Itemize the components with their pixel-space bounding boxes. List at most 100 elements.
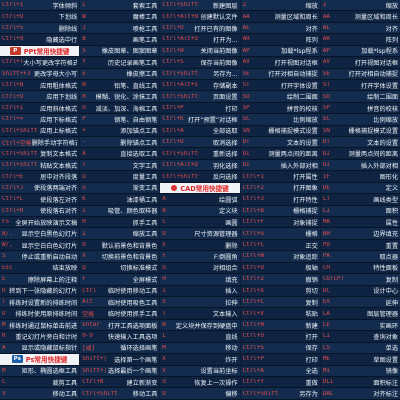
shortcut-row: W 魔棒工具	[80, 11, 160, 23]
shortcut-description: 打开已有的图像	[194, 25, 238, 33]
shortcut-row: AL 对齐	[240, 22, 320, 35]
shortcut-row: Ctrl+N 建立新渐变	[80, 376, 160, 389]
shortcut-row: LI 面积	[320, 205, 400, 218]
shortcut-key: O	[2, 310, 6, 317]
shortcut-row: 0-9 快速输入工具选项	[80, 331, 160, 343]
shortcut-row: Ctrl+O 打开	[240, 331, 320, 343]
shortcut-row: L 套索工具	[80, 0, 160, 12]
shortcut-description: 默认前景色和背景色	[101, 242, 158, 250]
shortcut-row: EX 延伸	[320, 296, 400, 309]
shortcut-key: Ctrl+B	[242, 207, 264, 214]
shortcut-row: AR 阵列	[320, 34, 400, 46]
shortcut-key: Ctrl+P	[162, 105, 184, 111]
shortcut-row: H 填充	[160, 274, 240, 286]
shortcut-key: AV	[322, 59, 330, 66]
shortcut-description: 栅格捕捉模式设置	[268, 128, 318, 136]
shortcut-key: R	[2, 333, 6, 340]
shortcut-description: 建立新渐变	[126, 379, 158, 387]
shortcut-description: 打开对相自动捕捉	[348, 71, 399, 79]
shortcut-key: 空格	[82, 312, 94, 319]
shortcut-row: Ctrl+I 应用斜体格式	[0, 102, 80, 115]
shortcut-key: S	[2, 253, 6, 260]
shortcut-key: SP	[322, 105, 330, 111]
shortcut-key: AV	[242, 59, 250, 66]
shortcut-key: Ctrl+Shift+N	[162, 2, 198, 9]
shortcut-key: A	[2, 344, 6, 351]
shortcut-description: 选择第一个画笔	[114, 356, 158, 364]
shortcut-row: Ctrl+9 隐藏选中行	[0, 34, 80, 46]
shortcut-row: Ctrl+Shift++应用上标格式	[0, 125, 80, 138]
shortcut-description: 另存为	[299, 391, 318, 399]
shortcut-key: B	[82, 36, 86, 43]
shortcut-description: 结束放映	[52, 265, 78, 273]
shortcut-description: 面积	[385, 208, 399, 216]
shortcut-description: 使段落左对齐	[40, 196, 78, 204]
shortcut-key: Ctrl+2	[242, 184, 264, 191]
shortcut-row: Ctrl+Shift+V粘贴文本格式	[0, 159, 80, 172]
shortcut-row: U 度量工具	[80, 171, 160, 183]
shortcut-column-3: Ctrl+Shift+N新建图层Ctrl+Alt+N创建默认文件Ctrl+O打开…	[160, 0, 240, 400]
shortcut-key: Ctrl+D	[162, 139, 184, 146]
shortcut-description: 绘制二围面	[367, 94, 399, 102]
shortcut-row: ST 打开字体设置	[240, 79, 320, 92]
shortcut-row: S 停止或重新启动自动	[0, 251, 80, 263]
shortcut-description: 切换前景色和背景色	[101, 253, 158, 261]
shortcut-row: Ctrl+L 正交	[240, 239, 320, 252]
shortcut-key: Ctrl+Y	[242, 379, 264, 386]
shortcut-description: 显示空白黑色幻灯片	[21, 231, 78, 239]
shortcut-description: 临时使用移动工具	[107, 288, 158, 296]
shortcut-key: M	[162, 344, 166, 351]
shortcut-row: [或] 循环选择画笔	[80, 342, 160, 355]
shortcut-row: Ctrl+Shift+I 反向选择	[160, 171, 240, 183]
shortcut-description: 排练时使用原排练时间	[15, 311, 78, 319]
shortcut-row: 空格 临时使用抓手工具	[80, 308, 160, 320]
shortcut-key: Ctrl+W	[162, 47, 184, 54]
shortcut-key: Y	[82, 59, 86, 66]
shortcut-row: Shift+F3 更改字母大小写	[0, 68, 80, 80]
shortcut-row: AA 测量区域和周长	[320, 11, 400, 23]
shortcut-row: Ctrl+K 打开“预置”对话框	[160, 114, 240, 126]
shortcut-row: BH 边界填充	[320, 228, 400, 240]
shortcut-description: 应用下标格式	[40, 116, 78, 124]
shortcut-row: W/, 显示空白白色幻灯片	[0, 239, 80, 252]
section-header: Ps Ps常用快捷键	[0, 354, 80, 366]
shortcut-key: Ctrl+3	[242, 196, 264, 203]
shortcut-key: W	[162, 322, 166, 329]
shortcut-key: Ctrl+E	[2, 173, 24, 180]
shortcut-description: 删除	[225, 242, 238, 250]
shortcut-key: Ctrl+Shift++	[2, 127, 38, 134]
shortcut-key: AP	[322, 47, 330, 54]
shortcut-row: SN 栅格捕捉模式设置	[320, 125, 400, 138]
shortcut-description: 绘圆弧	[219, 196, 238, 204]
shortcut-row: ST 打开字体设置	[320, 79, 400, 92]
shortcut-key: V	[162, 367, 166, 374]
shortcut-description: 切换标准模式	[120, 265, 158, 273]
shortcut-row: M 移动	[160, 342, 240, 355]
shortcut-row: Ctrl+Z 撤销	[240, 274, 320, 286]
shortcut-description: 边界填充	[373, 231, 399, 239]
shortcut-description: 存储副本	[212, 82, 238, 90]
shortcut-description: 全屏模式	[132, 276, 158, 284]
shortcut-row: Ctrl+P 打印	[240, 354, 320, 366]
shortcut-key: O	[162, 390, 166, 397]
shortcut-description: 移动工具	[52, 391, 78, 399]
shortcut-key: +	[82, 127, 86, 134]
shortcut-key: CH	[322, 264, 330, 271]
shortcut-description: 居中对齐段落	[40, 174, 78, 182]
shortcut-row: I 吸管、颜色取样器	[80, 205, 160, 218]
shortcut-key: E	[2, 276, 6, 283]
shortcut-row: Ctrl+Shift+S 另存为...	[160, 68, 240, 80]
shortcut-key: Q	[82, 264, 86, 271]
shortcut-row: Ctrl+D 取消选择	[160, 137, 240, 149]
shortcut-key: Ctrl+Shift+S	[162, 70, 198, 77]
shortcut-description: 选择最后一个画笔	[107, 368, 158, 376]
shortcut-key: Ctrl+1	[242, 173, 264, 180]
shortcut-key: Ctrl+I	[2, 105, 24, 111]
shortcut-description: 橡皮图章、图案图章	[101, 48, 158, 56]
shortcut-key: SN	[322, 127, 330, 134]
shortcut-description: 矩形、椭圆选框工具	[21, 368, 78, 376]
shortcut-description: 阵列	[385, 36, 399, 44]
shortcut-description: 历史记录画笔工具	[107, 59, 158, 67]
shortcut-description: 直接选取工具	[120, 151, 158, 159]
